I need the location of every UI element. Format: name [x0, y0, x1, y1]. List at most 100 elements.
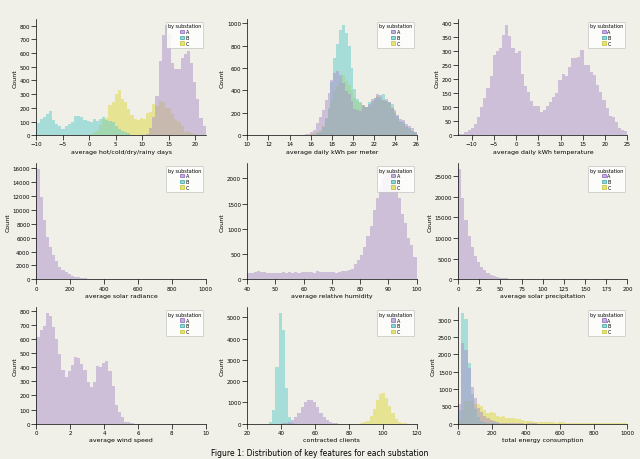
- Bar: [524, 421, 527, 424]
- Bar: [493, 56, 496, 136]
- Bar: [511, 49, 515, 136]
- Legend: A, B, C: A, B, C: [588, 166, 625, 192]
- Bar: [395, 187, 397, 280]
- Bar: [468, 401, 471, 424]
- Bar: [474, 404, 477, 424]
- Bar: [61, 271, 65, 280]
- Bar: [531, 421, 533, 424]
- Bar: [385, 398, 388, 424]
- Bar: [388, 103, 391, 136]
- Bar: [486, 413, 490, 424]
- Bar: [411, 129, 413, 136]
- Bar: [36, 169, 40, 280]
- Bar: [396, 119, 399, 136]
- Bar: [458, 135, 461, 136]
- Bar: [291, 420, 294, 424]
- Bar: [365, 107, 368, 136]
- Bar: [285, 388, 288, 424]
- Bar: [376, 400, 379, 424]
- Bar: [263, 272, 266, 280]
- Legend: A, B, C: A, B, C: [166, 310, 204, 336]
- Bar: [149, 113, 152, 136]
- Bar: [515, 420, 518, 424]
- Bar: [336, 87, 339, 136]
- Y-axis label: Count: Count: [220, 356, 225, 375]
- Bar: [193, 135, 196, 136]
- Bar: [571, 58, 574, 136]
- Bar: [140, 118, 143, 136]
- Bar: [333, 74, 336, 136]
- Bar: [404, 224, 407, 280]
- Bar: [385, 100, 388, 136]
- Bar: [540, 421, 543, 424]
- Bar: [96, 122, 99, 136]
- Bar: [546, 422, 549, 424]
- Bar: [493, 421, 496, 424]
- Bar: [316, 133, 319, 136]
- Bar: [106, 361, 109, 424]
- Bar: [468, 131, 471, 136]
- Bar: [52, 121, 55, 136]
- Bar: [486, 423, 490, 424]
- Bar: [326, 273, 329, 280]
- Bar: [366, 420, 369, 424]
- Bar: [288, 422, 291, 424]
- Bar: [405, 127, 408, 136]
- Bar: [71, 365, 74, 424]
- Bar: [115, 405, 118, 424]
- Bar: [577, 58, 580, 136]
- Bar: [536, 107, 540, 136]
- Bar: [313, 135, 316, 136]
- Bar: [124, 133, 127, 136]
- Bar: [304, 273, 307, 280]
- Bar: [162, 103, 165, 136]
- Y-axis label: Count: Count: [431, 356, 436, 375]
- Bar: [559, 422, 562, 424]
- Bar: [96, 366, 99, 424]
- Bar: [68, 274, 71, 280]
- Bar: [369, 416, 372, 424]
- Text: Figure 1: Distribution of key features for each substation: Figure 1: Distribution of key features f…: [211, 448, 429, 457]
- Bar: [344, 271, 348, 280]
- Bar: [348, 270, 351, 280]
- Bar: [546, 107, 549, 136]
- Bar: [74, 117, 77, 136]
- X-axis label: average relative humidity: average relative humidity: [291, 293, 372, 298]
- Bar: [382, 95, 385, 136]
- Bar: [502, 416, 505, 424]
- Bar: [465, 319, 468, 424]
- Bar: [109, 106, 111, 136]
- Bar: [392, 413, 395, 424]
- Bar: [521, 420, 524, 424]
- Bar: [316, 271, 319, 280]
- Bar: [333, 91, 336, 136]
- Bar: [74, 357, 77, 424]
- Bar: [458, 169, 461, 280]
- Bar: [505, 279, 508, 280]
- Bar: [571, 423, 574, 424]
- Bar: [80, 364, 83, 424]
- Bar: [171, 115, 174, 136]
- Bar: [394, 112, 396, 136]
- Bar: [193, 83, 196, 136]
- Bar: [324, 101, 328, 136]
- Bar: [474, 409, 477, 424]
- Bar: [102, 120, 106, 136]
- Bar: [461, 343, 465, 424]
- Bar: [505, 418, 508, 424]
- Bar: [490, 76, 493, 136]
- Bar: [391, 107, 394, 136]
- Bar: [371, 102, 374, 136]
- Bar: [471, 395, 474, 424]
- Bar: [496, 421, 499, 424]
- Bar: [388, 103, 391, 136]
- Bar: [477, 417, 480, 424]
- Bar: [124, 422, 127, 424]
- Bar: [521, 75, 524, 136]
- Bar: [332, 423, 335, 424]
- Legend: A, B, C: A, B, C: [166, 22, 204, 49]
- Bar: [471, 247, 474, 280]
- Bar: [411, 131, 413, 136]
- Bar: [480, 268, 483, 280]
- Bar: [291, 274, 294, 280]
